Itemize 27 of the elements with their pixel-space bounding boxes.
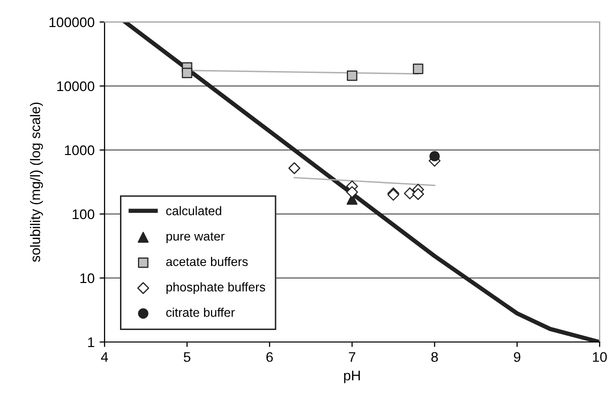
y-tick-label: 100000 [50, 17, 94, 28]
point [288, 162, 300, 174]
y-axis-title: solubility (mg/l) (log scale) [30, 102, 43, 262]
point [429, 150, 440, 162]
x-tick-label: 10 [592, 352, 607, 362]
y-tick-label: 100 [72, 209, 94, 220]
point [412, 188, 424, 200]
point [346, 186, 358, 198]
point [182, 68, 192, 78]
legend-label: acetate buffers [166, 256, 248, 266]
x-tick-label: 4 [101, 352, 108, 362]
y-tick-label: 1 [88, 337, 94, 348]
x-tick-label: 8 [431, 352, 438, 362]
x-tick-label: 6 [266, 352, 273, 362]
x-tick-label: 7 [348, 352, 356, 362]
x-tick-label: 9 [514, 352, 520, 362]
point [412, 64, 424, 74]
y-tick-label: 10000 [57, 81, 94, 92]
y-tick-label: 10 [80, 273, 94, 284]
point [346, 70, 358, 81]
legend-label: calculated [166, 206, 222, 216]
y-tick-label: 1000 [64, 145, 94, 156]
x-axis-title: pH [344, 370, 360, 384]
legend-label: pure water [166, 232, 225, 244]
legend-label: citrate buffer [166, 308, 235, 317]
legend-label: phosphate buffers [166, 282, 266, 294]
x-tick-label: 5 [184, 352, 190, 362]
